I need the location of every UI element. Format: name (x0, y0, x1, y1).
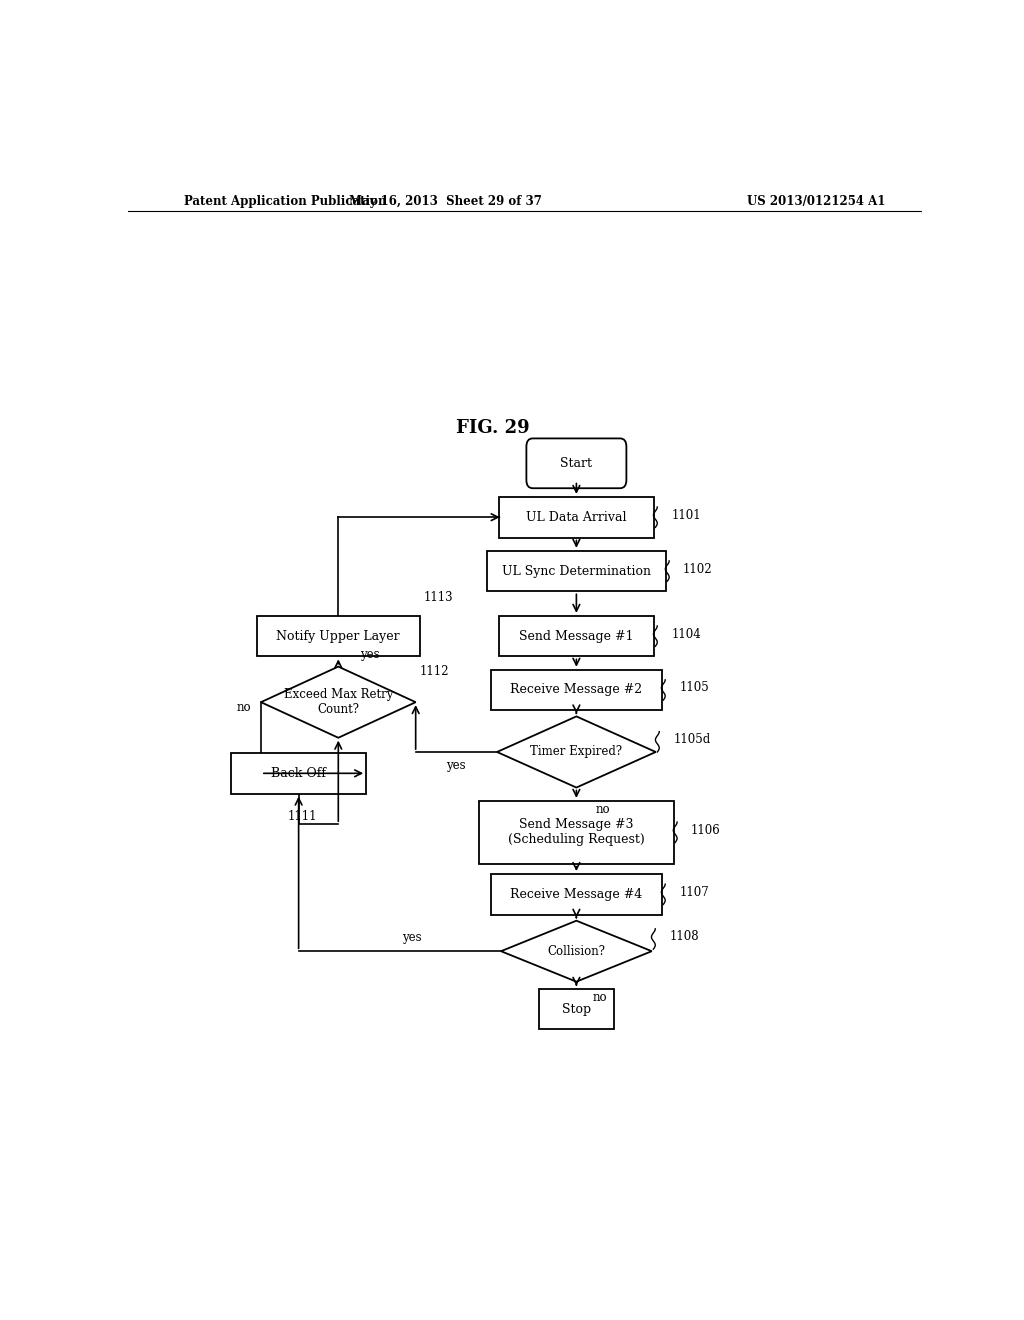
Text: no: no (595, 804, 610, 816)
Bar (231, 752, 367, 793)
Text: Send Message #3
(Scheduling Request): Send Message #3 (Scheduling Request) (508, 818, 645, 846)
Text: 1112: 1112 (420, 665, 450, 678)
Text: Receive Message #4: Receive Message #4 (510, 888, 642, 900)
Text: 1105: 1105 (679, 681, 709, 694)
Bar (499, 615, 653, 656)
Text: Exceed Max Retry
Count?: Exceed Max Retry Count? (284, 688, 393, 717)
Text: 1111: 1111 (288, 809, 317, 822)
FancyBboxPatch shape (526, 438, 627, 488)
Text: US 2013/0121254 A1: US 2013/0121254 A1 (748, 194, 886, 207)
Text: 1108: 1108 (670, 931, 698, 944)
Text: 1105d: 1105d (673, 734, 711, 746)
Text: 1101: 1101 (671, 508, 700, 521)
Bar (479, 801, 674, 863)
Text: no: no (593, 991, 607, 1005)
Text: Patent Application Publication: Patent Application Publication (183, 194, 386, 207)
Bar (257, 615, 420, 656)
Text: 1107: 1107 (679, 886, 709, 899)
Polygon shape (501, 921, 651, 982)
Text: 1106: 1106 (691, 824, 721, 837)
Text: Back Off: Back Off (271, 767, 326, 780)
Text: Stop: Stop (562, 1003, 591, 1015)
Text: Send Message #1: Send Message #1 (519, 630, 634, 643)
Text: yes: yes (446, 759, 466, 772)
Text: Notify Upper Layer: Notify Upper Layer (276, 630, 400, 643)
Polygon shape (497, 717, 655, 788)
Text: yes: yes (401, 932, 422, 945)
Text: UL Data Arrival: UL Data Arrival (526, 511, 627, 524)
Text: 1102: 1102 (683, 562, 713, 576)
Text: 1104: 1104 (671, 627, 701, 640)
Bar (492, 874, 662, 915)
Text: May 16, 2013  Sheet 29 of 37: May 16, 2013 Sheet 29 of 37 (349, 194, 542, 207)
Text: FIG. 29: FIG. 29 (457, 418, 529, 437)
Bar (487, 550, 666, 591)
Bar (539, 989, 614, 1030)
Text: yes: yes (360, 648, 380, 661)
Text: Start: Start (560, 457, 592, 470)
Bar (499, 496, 653, 537)
Polygon shape (261, 667, 416, 738)
Text: Timer Expired?: Timer Expired? (530, 746, 623, 759)
Text: Receive Message #2: Receive Message #2 (510, 684, 642, 697)
Text: Collision?: Collision? (548, 945, 605, 958)
Text: 1113: 1113 (424, 591, 454, 605)
Bar (492, 669, 662, 710)
Text: no: no (237, 701, 251, 714)
Text: UL Sync Determination: UL Sync Determination (502, 565, 651, 578)
